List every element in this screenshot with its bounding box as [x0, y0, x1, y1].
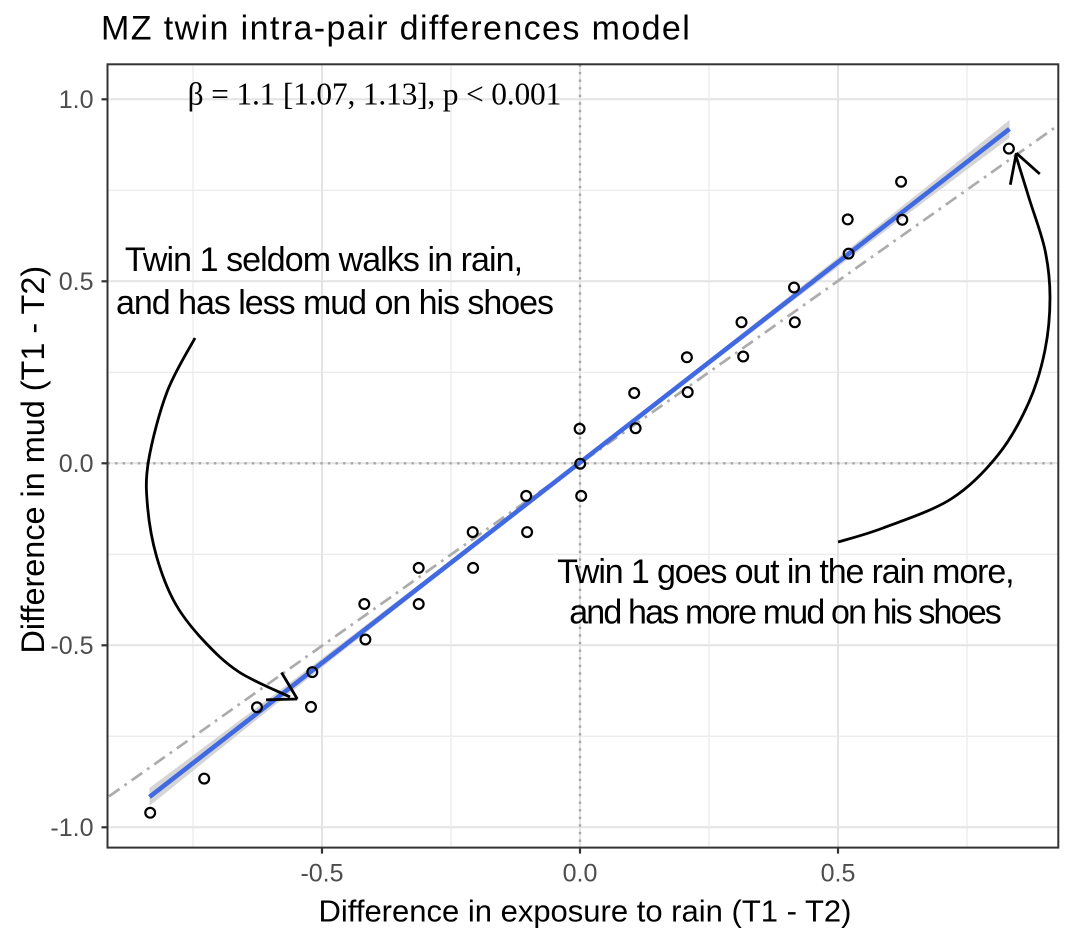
svg-text:β = 1.1 [1.07, 1.13], p < 0.00: β = 1.1 [1.07, 1.13], p < 0.001: [188, 77, 561, 112]
svg-text:and has less mud on his shoes: and has less mud on his shoes: [116, 284, 553, 322]
svg-text:-0.5: -0.5: [300, 860, 343, 888]
svg-text:0.5: 0.5: [59, 268, 94, 296]
svg-text:1.0: 1.0: [59, 86, 94, 114]
svg-text:Difference in mud (T1 - T2): Difference in mud (T1 - T2): [15, 266, 51, 654]
svg-text:Difference in exposure to rain: Difference in exposure to rain (T1 - T2): [319, 894, 852, 929]
svg-text:-1.0: -1.0: [50, 814, 93, 842]
svg-text:Twin 1 goes out in the rain mo: Twin 1 goes out in the rain more,: [557, 553, 1013, 591]
svg-text:0.0: 0.0: [59, 450, 94, 478]
svg-text:-0.5: -0.5: [50, 632, 93, 660]
svg-text:0.5: 0.5: [821, 860, 856, 888]
svg-text:0.0: 0.0: [563, 860, 598, 888]
svg-text:and has more mud on his shoes: and has more mud on his shoes: [569, 593, 1001, 631]
svg-text:MZ twin intra-pair differences: MZ twin intra-pair differences model: [101, 9, 691, 47]
svg-text:Twin 1 seldom walks in rain,: Twin 1 seldom walks in rain,: [125, 241, 522, 279]
